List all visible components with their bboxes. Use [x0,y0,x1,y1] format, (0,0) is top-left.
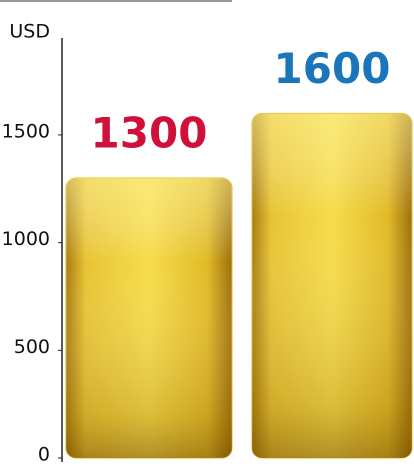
y-axis-label: USD [9,21,50,43]
bar-shine [66,178,232,458]
value-label: 1300 [91,109,208,158]
bar-shine [252,113,412,458]
y-tick-label: 0 [38,444,50,466]
y-tick-label: 1500 [2,120,50,142]
y-tick-label: 500 [14,336,50,358]
y-tick-label: 1000 [2,228,50,250]
value-label: 1600 [274,44,391,93]
